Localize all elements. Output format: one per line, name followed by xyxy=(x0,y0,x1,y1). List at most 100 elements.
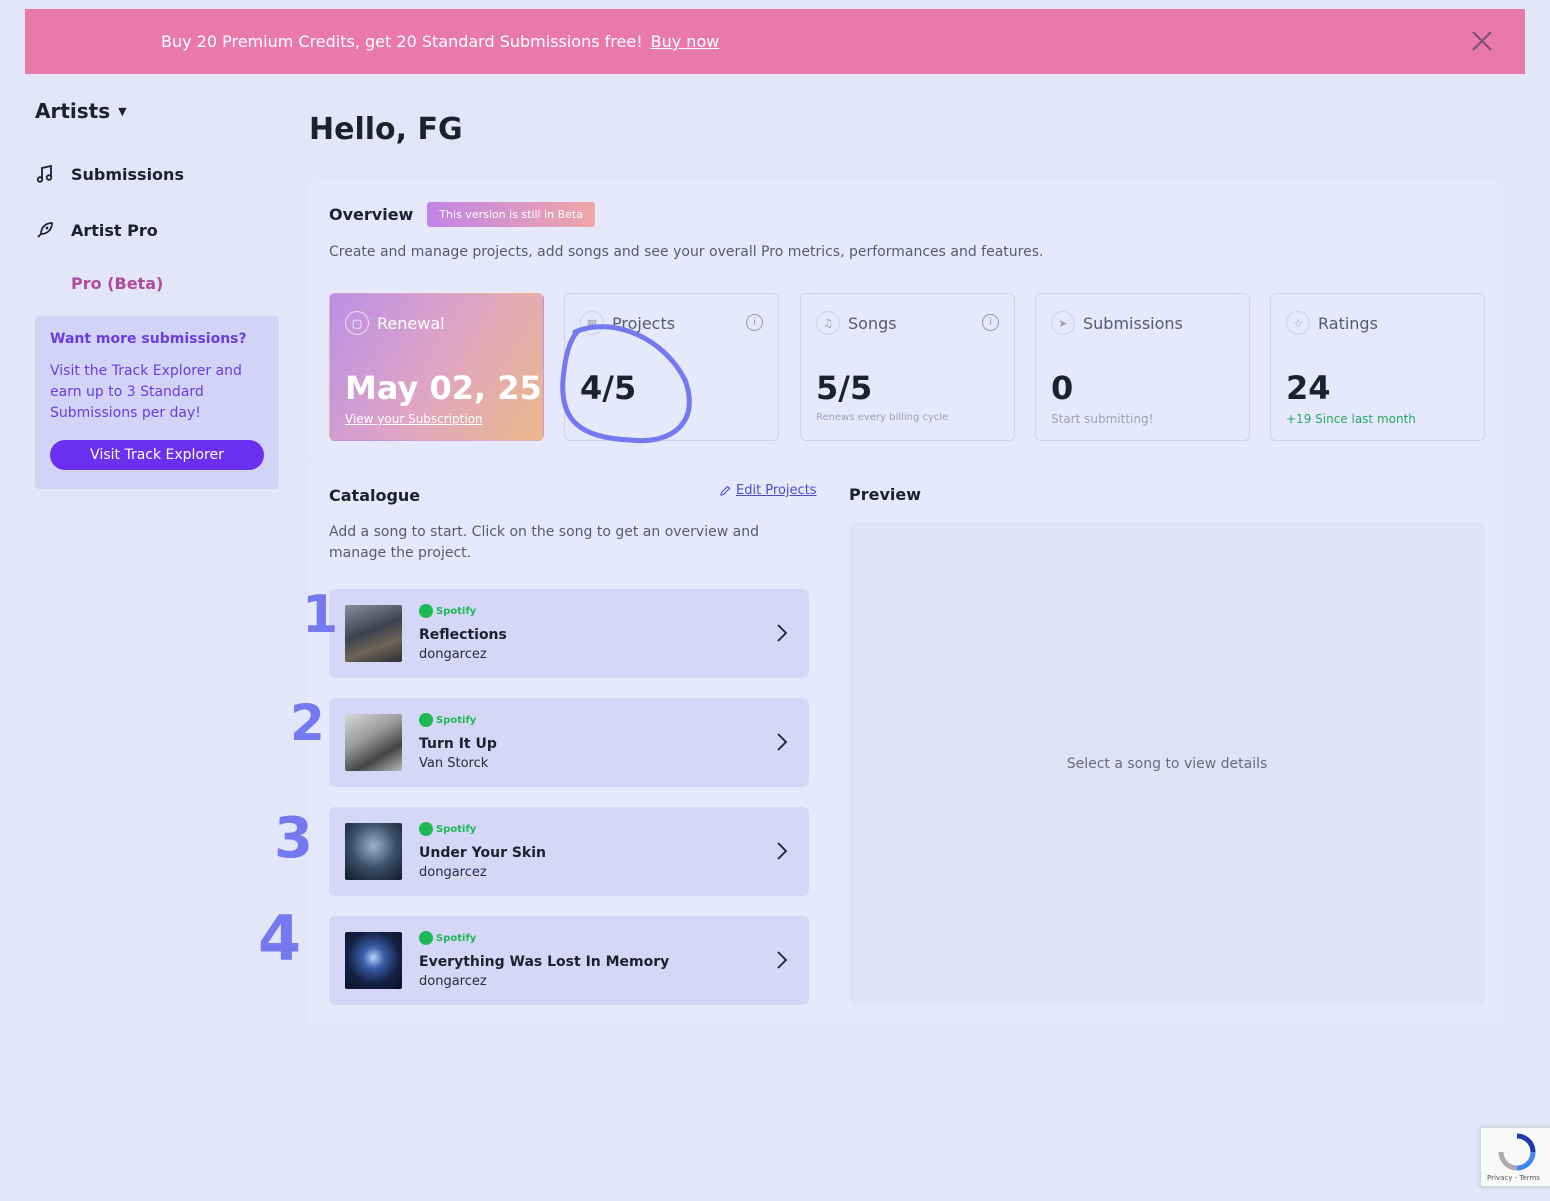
song-artist: dongarcez xyxy=(419,974,487,989)
song-artist: dongarcez xyxy=(419,865,487,880)
page-title: Hello, FG xyxy=(309,112,463,147)
annotation-number: 1 xyxy=(302,585,339,645)
sidebar-item-label: Artist Pro xyxy=(71,220,158,240)
beta-badge: This version is still in Beta xyxy=(427,202,595,227)
stat-card-projects: ▦ Projects i 4/5 xyxy=(564,293,779,441)
stat-label: Submissions xyxy=(1083,313,1183,333)
music-note-icon xyxy=(35,164,55,184)
stat-card-submissions: ➤ Submissions 0 Start submitting! xyxy=(1035,293,1250,441)
catalogue-card: Catalogue Edit Projects Add a song to st… xyxy=(309,462,1505,1025)
grid-icon: ▦ xyxy=(580,311,604,335)
caret-down-icon: ▼ xyxy=(118,104,127,118)
chevron-right-icon xyxy=(777,733,788,751)
song-artist: dongarcez xyxy=(419,647,487,662)
song-title: Reflections xyxy=(419,627,507,643)
catalogue-description: Add a song to start. Click on the song t… xyxy=(329,524,759,561)
promo-title: Want more submissions? xyxy=(50,331,247,347)
stat-card-songs: ♫ Songs i 5/5 Renews every billing cycle xyxy=(800,293,1015,441)
pencil-icon xyxy=(719,485,731,497)
stat-subtext: Renews every billing cycle xyxy=(816,412,949,423)
stat-label: Songs xyxy=(848,313,897,333)
music-note-icon: ♫ xyxy=(816,311,840,335)
stat-label: Ratings xyxy=(1318,313,1378,333)
stat-header: ♫ Songs xyxy=(816,311,897,335)
preview-title: Preview xyxy=(849,485,922,504)
spotify-icon xyxy=(419,604,433,618)
visit-track-explorer-button[interactable]: Visit Track Explorer xyxy=(50,440,264,470)
song-artist: Van Storck xyxy=(419,756,489,771)
promo-body: Visit the Track Explorer and earn up to … xyxy=(50,363,242,421)
sidebar-item-artist-pro[interactable]: Artist Pro xyxy=(35,218,158,242)
platform-label: Spotify xyxy=(436,605,477,617)
recaptcha-icon xyxy=(1498,1133,1536,1171)
edit-projects-label: Edit Projects xyxy=(736,483,817,498)
stat-header: ☆ Ratings xyxy=(1286,311,1378,335)
recaptcha-links: Privacy - Terms xyxy=(1487,1174,1540,1182)
stat-subtext: Start submitting! xyxy=(1051,412,1154,426)
platform-label: Spotify xyxy=(436,714,477,726)
artists-switcher-label: Artists xyxy=(35,99,111,123)
preview-panel: Select a song to view details xyxy=(849,522,1485,1005)
annotation-number: 4 xyxy=(258,902,302,975)
info-icon[interactable]: i xyxy=(982,314,999,331)
album-cover xyxy=(345,605,402,662)
album-cover xyxy=(345,714,402,771)
spotify-badge: Spotify xyxy=(419,822,476,836)
song-row-reflections[interactable]: Spotify Reflections dongarcez xyxy=(329,589,809,678)
preview-empty-text: Select a song to view details xyxy=(1066,755,1268,772)
stat-card-renewal: ▢ Renewal May 02, 25 View your Subscript… xyxy=(329,293,544,441)
submissions-promo-box: Want more submissions? Visit the Track E… xyxy=(35,316,279,489)
song-row-everything-was-lost[interactable]: Spotify Everything Was Lost In Memory do… xyxy=(329,916,809,1005)
stat-label: Renewal xyxy=(377,313,445,333)
stat-label: Projects xyxy=(612,313,676,333)
stat-value: 5/5 xyxy=(816,369,873,407)
buy-now-link[interactable]: Buy now xyxy=(650,32,720,51)
overview-card: Overview This version is still in Beta C… xyxy=(309,182,1505,462)
annotation-number: 2 xyxy=(290,694,325,752)
promo-banner: Buy 20 Premium Credits, get 20 Standard … xyxy=(25,9,1525,74)
album-cover xyxy=(345,932,402,989)
stat-value: 0 xyxy=(1051,369,1074,407)
calendar-icon: ▢ xyxy=(345,311,369,335)
banner-text: Buy 20 Premium Credits, get 20 Standard … xyxy=(161,32,643,51)
spotify-badge: Spotify xyxy=(419,604,476,618)
stat-header: ▦ Projects xyxy=(580,311,675,335)
spotify-badge: Spotify xyxy=(419,931,476,945)
close-icon[interactable] xyxy=(1469,28,1495,54)
song-row-under-your-skin[interactable]: Spotify Under Your Skin dongarcez xyxy=(329,807,809,896)
send-icon: ➤ xyxy=(1051,311,1075,335)
annotation-circle xyxy=(560,324,692,444)
sidebar: Artists ▼ Submissions Artist Pro Pro (Be… xyxy=(35,96,279,489)
catalogue-title: Catalogue xyxy=(329,486,421,505)
sidebar-item-pro-beta[interactable]: Pro (Beta) xyxy=(71,274,164,293)
platform-label: Spotify xyxy=(436,932,477,944)
sidebar-item-label: Submissions xyxy=(71,164,184,184)
stat-subtext: +19 Since last month xyxy=(1286,412,1416,426)
spotify-icon xyxy=(419,931,433,945)
spotify-badge: Spotify xyxy=(419,713,476,727)
info-icon[interactable]: i xyxy=(746,314,763,331)
song-row-turn-it-up[interactable]: Spotify Turn It Up Van Storck xyxy=(329,698,809,787)
spotify-icon xyxy=(419,822,433,836)
platform-label: Spotify xyxy=(436,823,477,835)
album-cover xyxy=(345,823,402,880)
song-title: Under Your Skin xyxy=(419,845,547,861)
overview-title: Overview xyxy=(329,205,414,224)
artists-switcher[interactable]: Artists ▼ xyxy=(35,96,279,126)
chevron-right-icon xyxy=(777,842,788,860)
recaptcha-badge[interactable]: Privacy - Terms xyxy=(1480,1127,1550,1187)
chevron-right-icon xyxy=(777,951,788,969)
stat-value: 4/5 xyxy=(580,369,637,407)
rocket-icon xyxy=(35,220,55,240)
stat-header: ➤ Submissions xyxy=(1051,311,1183,335)
overview-description: Create and manage projects, add songs an… xyxy=(329,244,1044,260)
song-title: Everything Was Lost In Memory xyxy=(419,954,670,970)
star-icon: ☆ xyxy=(1286,311,1310,335)
spotify-icon xyxy=(419,713,433,727)
chevron-right-icon xyxy=(777,624,788,642)
stat-value: 24 xyxy=(1286,369,1331,407)
sidebar-item-submissions[interactable]: Submissions xyxy=(35,162,184,186)
stat-value: May 02, 25 xyxy=(345,369,542,407)
view-subscription-link[interactable]: View your Subscription xyxy=(345,412,483,426)
edit-projects-link[interactable]: Edit Projects xyxy=(719,483,817,498)
